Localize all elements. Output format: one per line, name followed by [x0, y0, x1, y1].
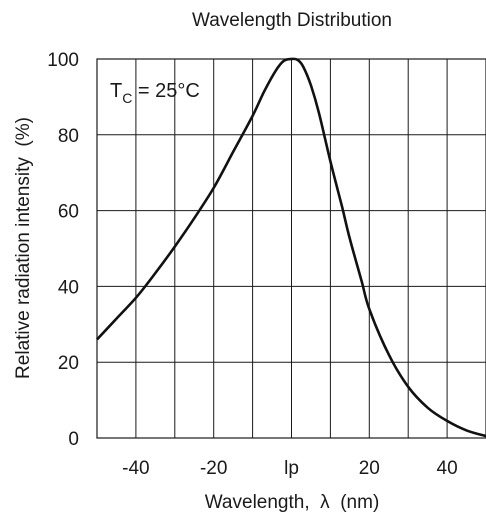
y-tick-label: 20: [58, 353, 79, 374]
y-tick-label: 80: [58, 126, 79, 147]
annotation-rest: = 25°C: [132, 80, 199, 102]
chart-title: Wavelength Distribution: [192, 10, 392, 31]
y-tick-label: 0: [68, 429, 79, 450]
intensity-curve: [96, 57, 486, 438]
grid-lines: [97, 59, 486, 438]
x-tick-labels: -40 -20 lp 20 40: [122, 458, 458, 479]
x-tick-label: 40: [437, 458, 458, 479]
y-tick-labels: 0 20 40 60 80 100: [47, 50, 79, 450]
x-axis-label: Wavelength, λ (nm): [205, 492, 380, 513]
y-tick-label: 100: [47, 50, 79, 71]
annotation-subscript: C: [122, 90, 132, 106]
x-tick-label: -40: [122, 458, 149, 479]
y-tick-label: 60: [58, 202, 79, 223]
x-tick-label: 20: [359, 458, 380, 479]
x-tick-label: -20: [200, 458, 227, 479]
x-tick-label: lp: [284, 458, 299, 479]
y-axis-label: Relative radiation intensity (%): [13, 117, 34, 379]
temperature-annotation: TC = 25°C: [110, 80, 200, 106]
annotation-main: T: [110, 80, 122, 102]
y-tick-label: 40: [58, 277, 79, 298]
